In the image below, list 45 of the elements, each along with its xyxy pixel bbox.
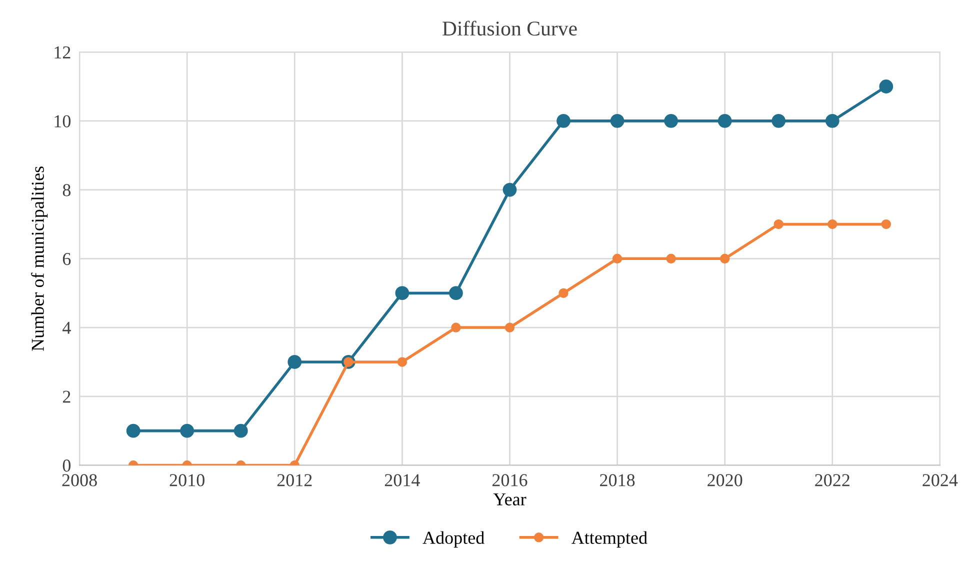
- y-tick-label: 4: [62, 322, 71, 334]
- x-tick-label: 2012: [277, 474, 312, 486]
- point: [395, 286, 410, 300]
- point: [879, 80, 894, 94]
- point: [774, 219, 784, 230]
- y-tick-label: 2: [62, 390, 70, 403]
- point: [666, 254, 676, 264]
- x-tick-label: 2014: [384, 474, 420, 486]
- point: [772, 114, 786, 128]
- point: [828, 219, 838, 230]
- point: [180, 424, 194, 438]
- point: [612, 254, 622, 264]
- point: [449, 286, 463, 300]
- point: [502, 182, 517, 197]
- point: [397, 357, 408, 367]
- x-tick-label: 2022: [815, 474, 850, 486]
- y-tick-label: 0: [62, 460, 71, 472]
- point: [556, 114, 570, 128]
- chart-title: Diffusion Curve: [442, 20, 577, 36]
- legend-label: Attempted: [572, 531, 648, 548]
- point: [504, 322, 515, 332]
- y-tick-label: 12: [54, 46, 70, 58]
- point: [720, 254, 730, 264]
- point: [288, 355, 302, 369]
- x-tick-label: 2020: [708, 474, 742, 486]
- point: [451, 322, 461, 332]
- x-tick-label: 2010: [170, 474, 204, 486]
- point: [234, 424, 248, 438]
- x-tick-label: 2018: [600, 474, 635, 486]
- x-tick-label: 2024: [922, 474, 958, 486]
- point: [664, 114, 678, 128]
- point: [718, 114, 732, 128]
- x-tick-label: 2008: [62, 474, 97, 486]
- y-axis-title: Number of municipalities: [31, 166, 48, 351]
- legend-label: Adopted: [422, 531, 484, 548]
- point: [558, 288, 568, 298]
- y-tick-label: 10: [54, 115, 71, 128]
- y-tick-label: 6: [62, 252, 71, 266]
- point: [881, 219, 892, 230]
- point: [825, 114, 840, 128]
- x-tick-label: 2016: [492, 474, 528, 486]
- y-tick-label: 8: [62, 184, 71, 196]
- x-axis-title: Year: [493, 493, 526, 506]
- point: [126, 424, 140, 438]
- point: [610, 114, 624, 128]
